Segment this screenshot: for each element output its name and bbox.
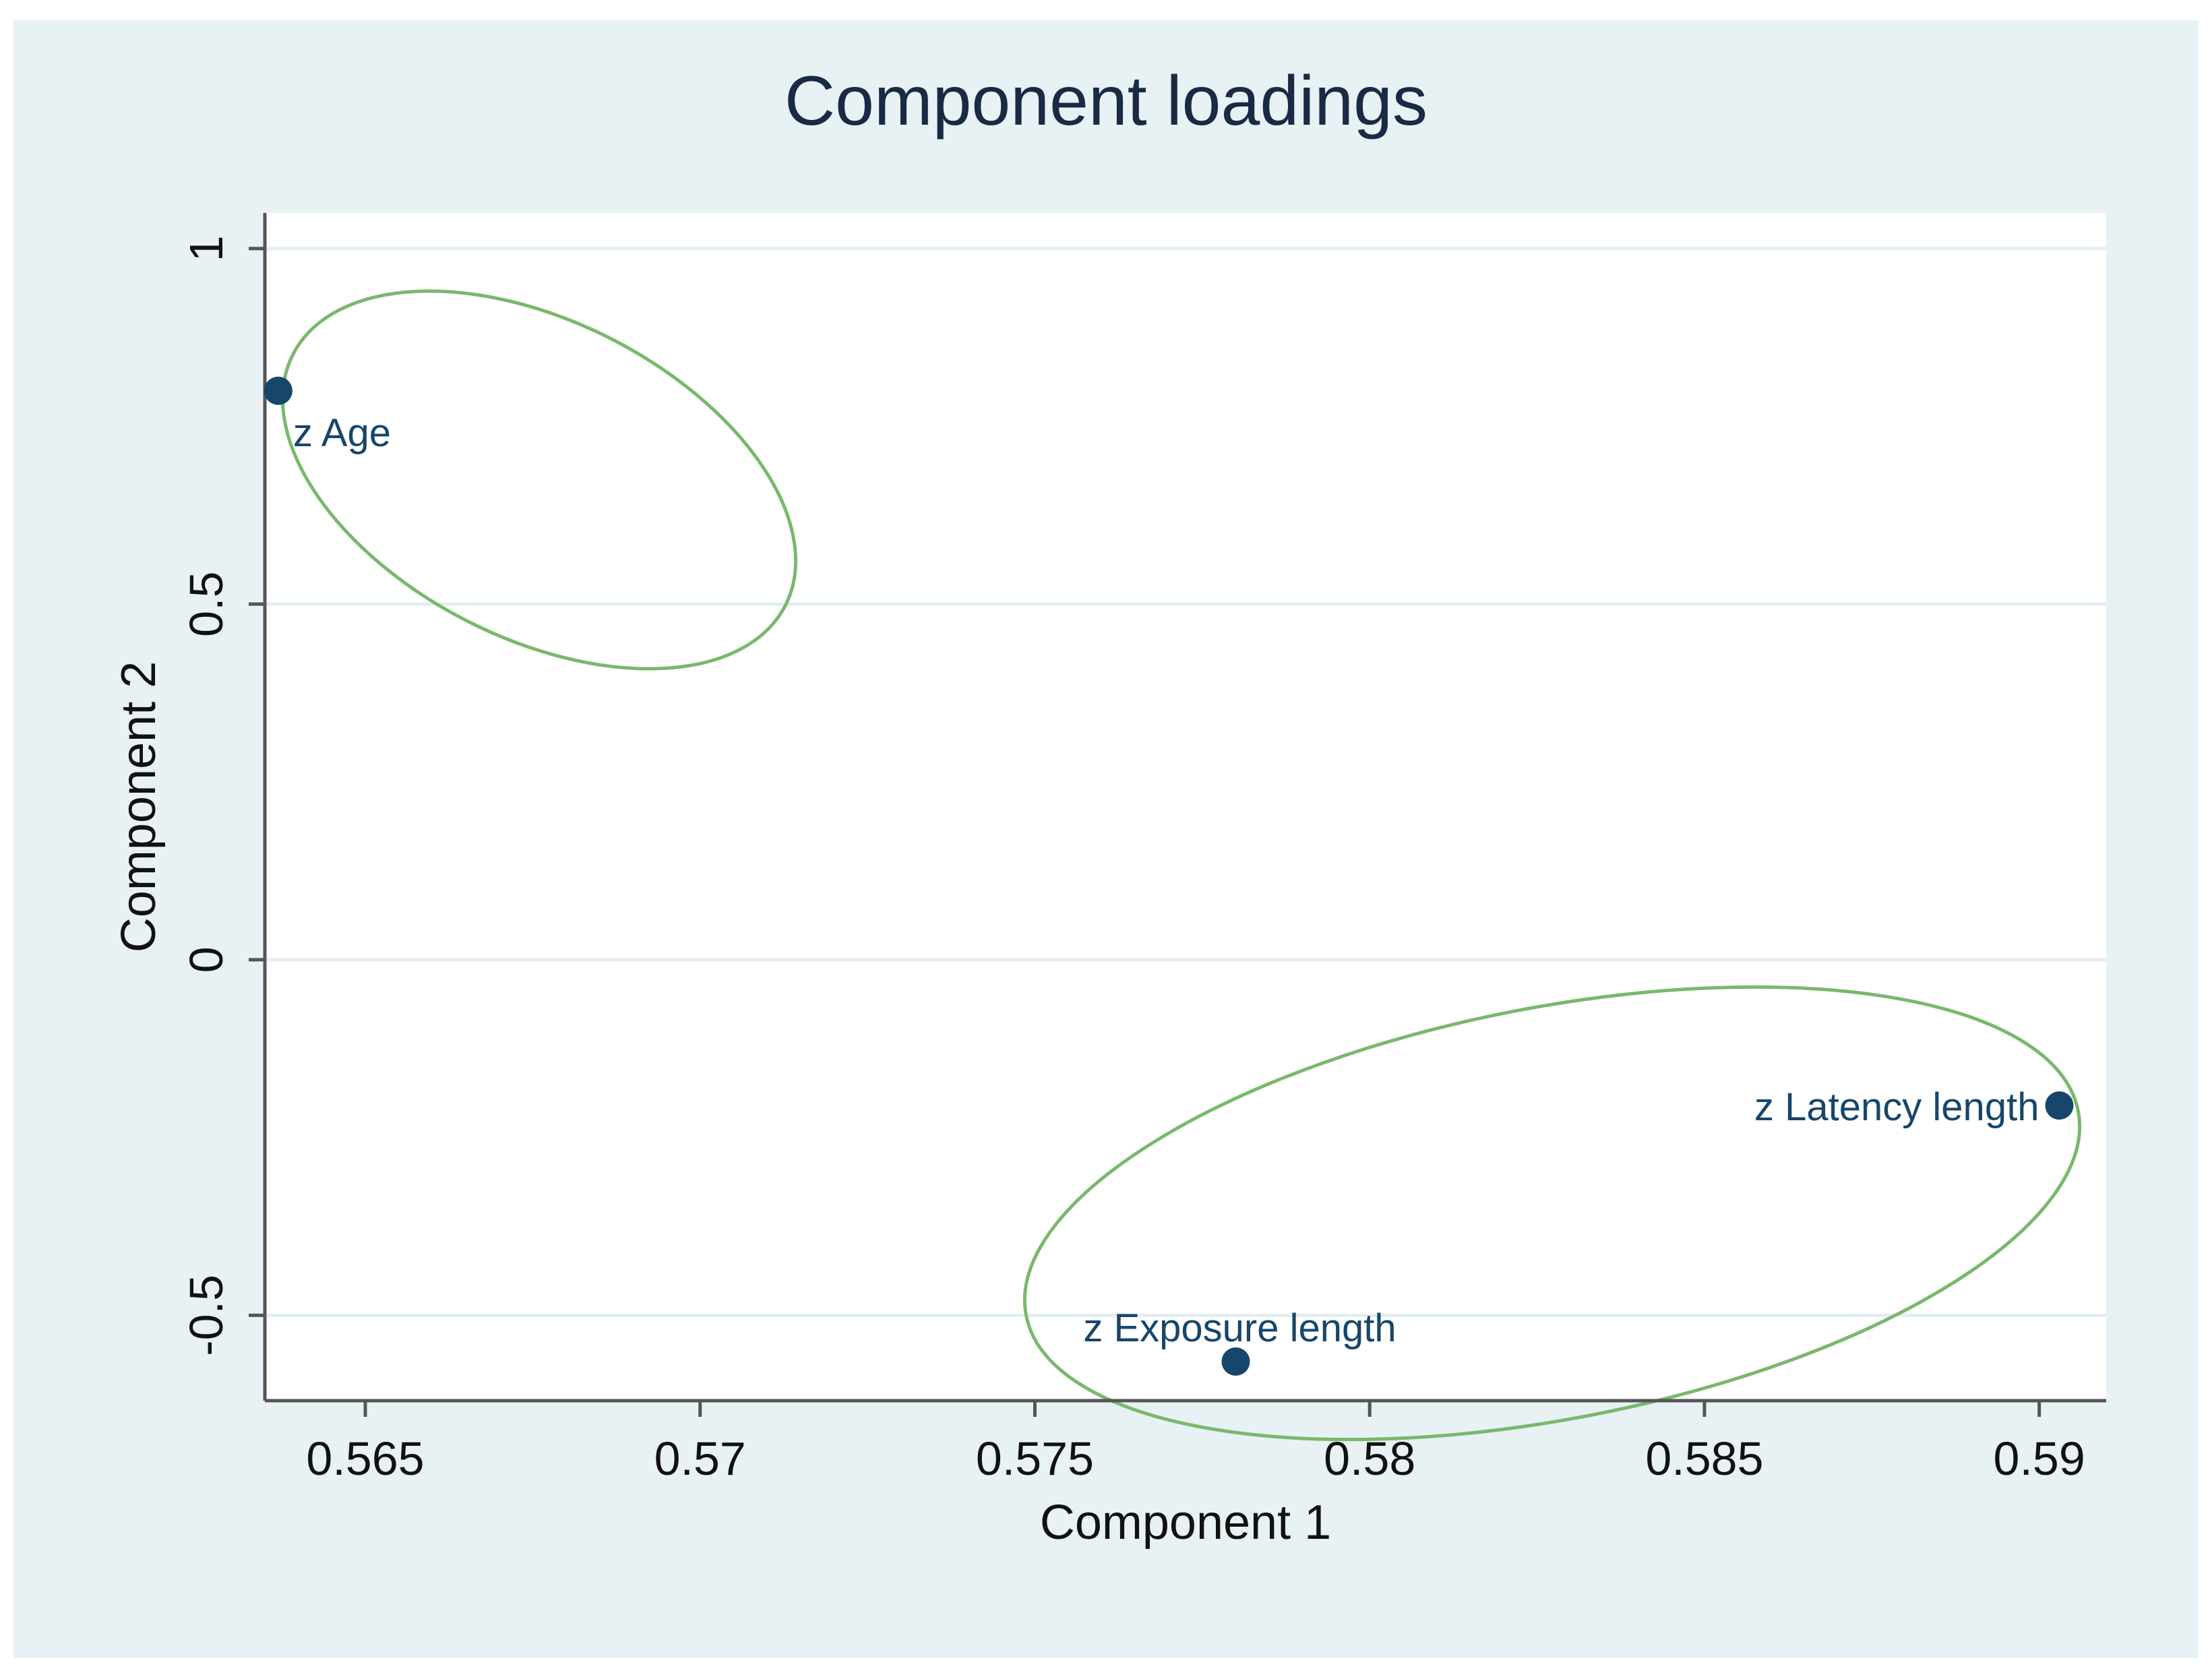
x-tick-label: 0.58: [1324, 1432, 1415, 1485]
point-labels: z Age z Exposure length z Latency length: [293, 411, 2039, 1350]
data-points: [264, 376, 2074, 1376]
x-axis-title: Component 1: [1040, 1496, 1331, 1550]
x-tick-label: 0.59: [1994, 1432, 2085, 1485]
chart-title: Component loadings: [785, 62, 1427, 140]
y-tick-label: 0.5: [180, 572, 233, 637]
y-axis-title: Component 2: [112, 661, 166, 952]
cluster-ellipses: [280, 289, 2082, 1442]
x-tick-label: 0.585: [1645, 1432, 1763, 1485]
cluster-ellipse-age: [280, 289, 798, 671]
x-tick-label: 0.565: [306, 1432, 424, 1485]
grid-lines: [265, 247, 2106, 1317]
point-label: z Latency length: [1754, 1085, 2039, 1129]
x-tick-label: 0.57: [654, 1432, 746, 1485]
y-tick-label: 0: [180, 946, 233, 973]
y-ticks: -0.5 0 0.5 1: [180, 235, 265, 1356]
data-point: [264, 376, 293, 405]
x-tick-label: 0.575: [976, 1432, 1094, 1485]
point-label: z Age: [293, 411, 391, 455]
data-point: [1221, 1347, 1250, 1376]
plot-area: [265, 213, 2106, 1401]
y-tick-label: 1: [180, 235, 233, 262]
y-tick-label: -0.5: [180, 1275, 233, 1356]
point-label: z Exposure length: [1083, 1306, 1396, 1350]
cluster-ellipse-exposure-latency: [1022, 985, 2082, 1442]
data-point: [2045, 1091, 2074, 1120]
axes: [263, 213, 2106, 1403]
x-ticks: 0.565 0.57 0.575 0.58 0.585 0.59: [306, 1401, 2085, 1485]
